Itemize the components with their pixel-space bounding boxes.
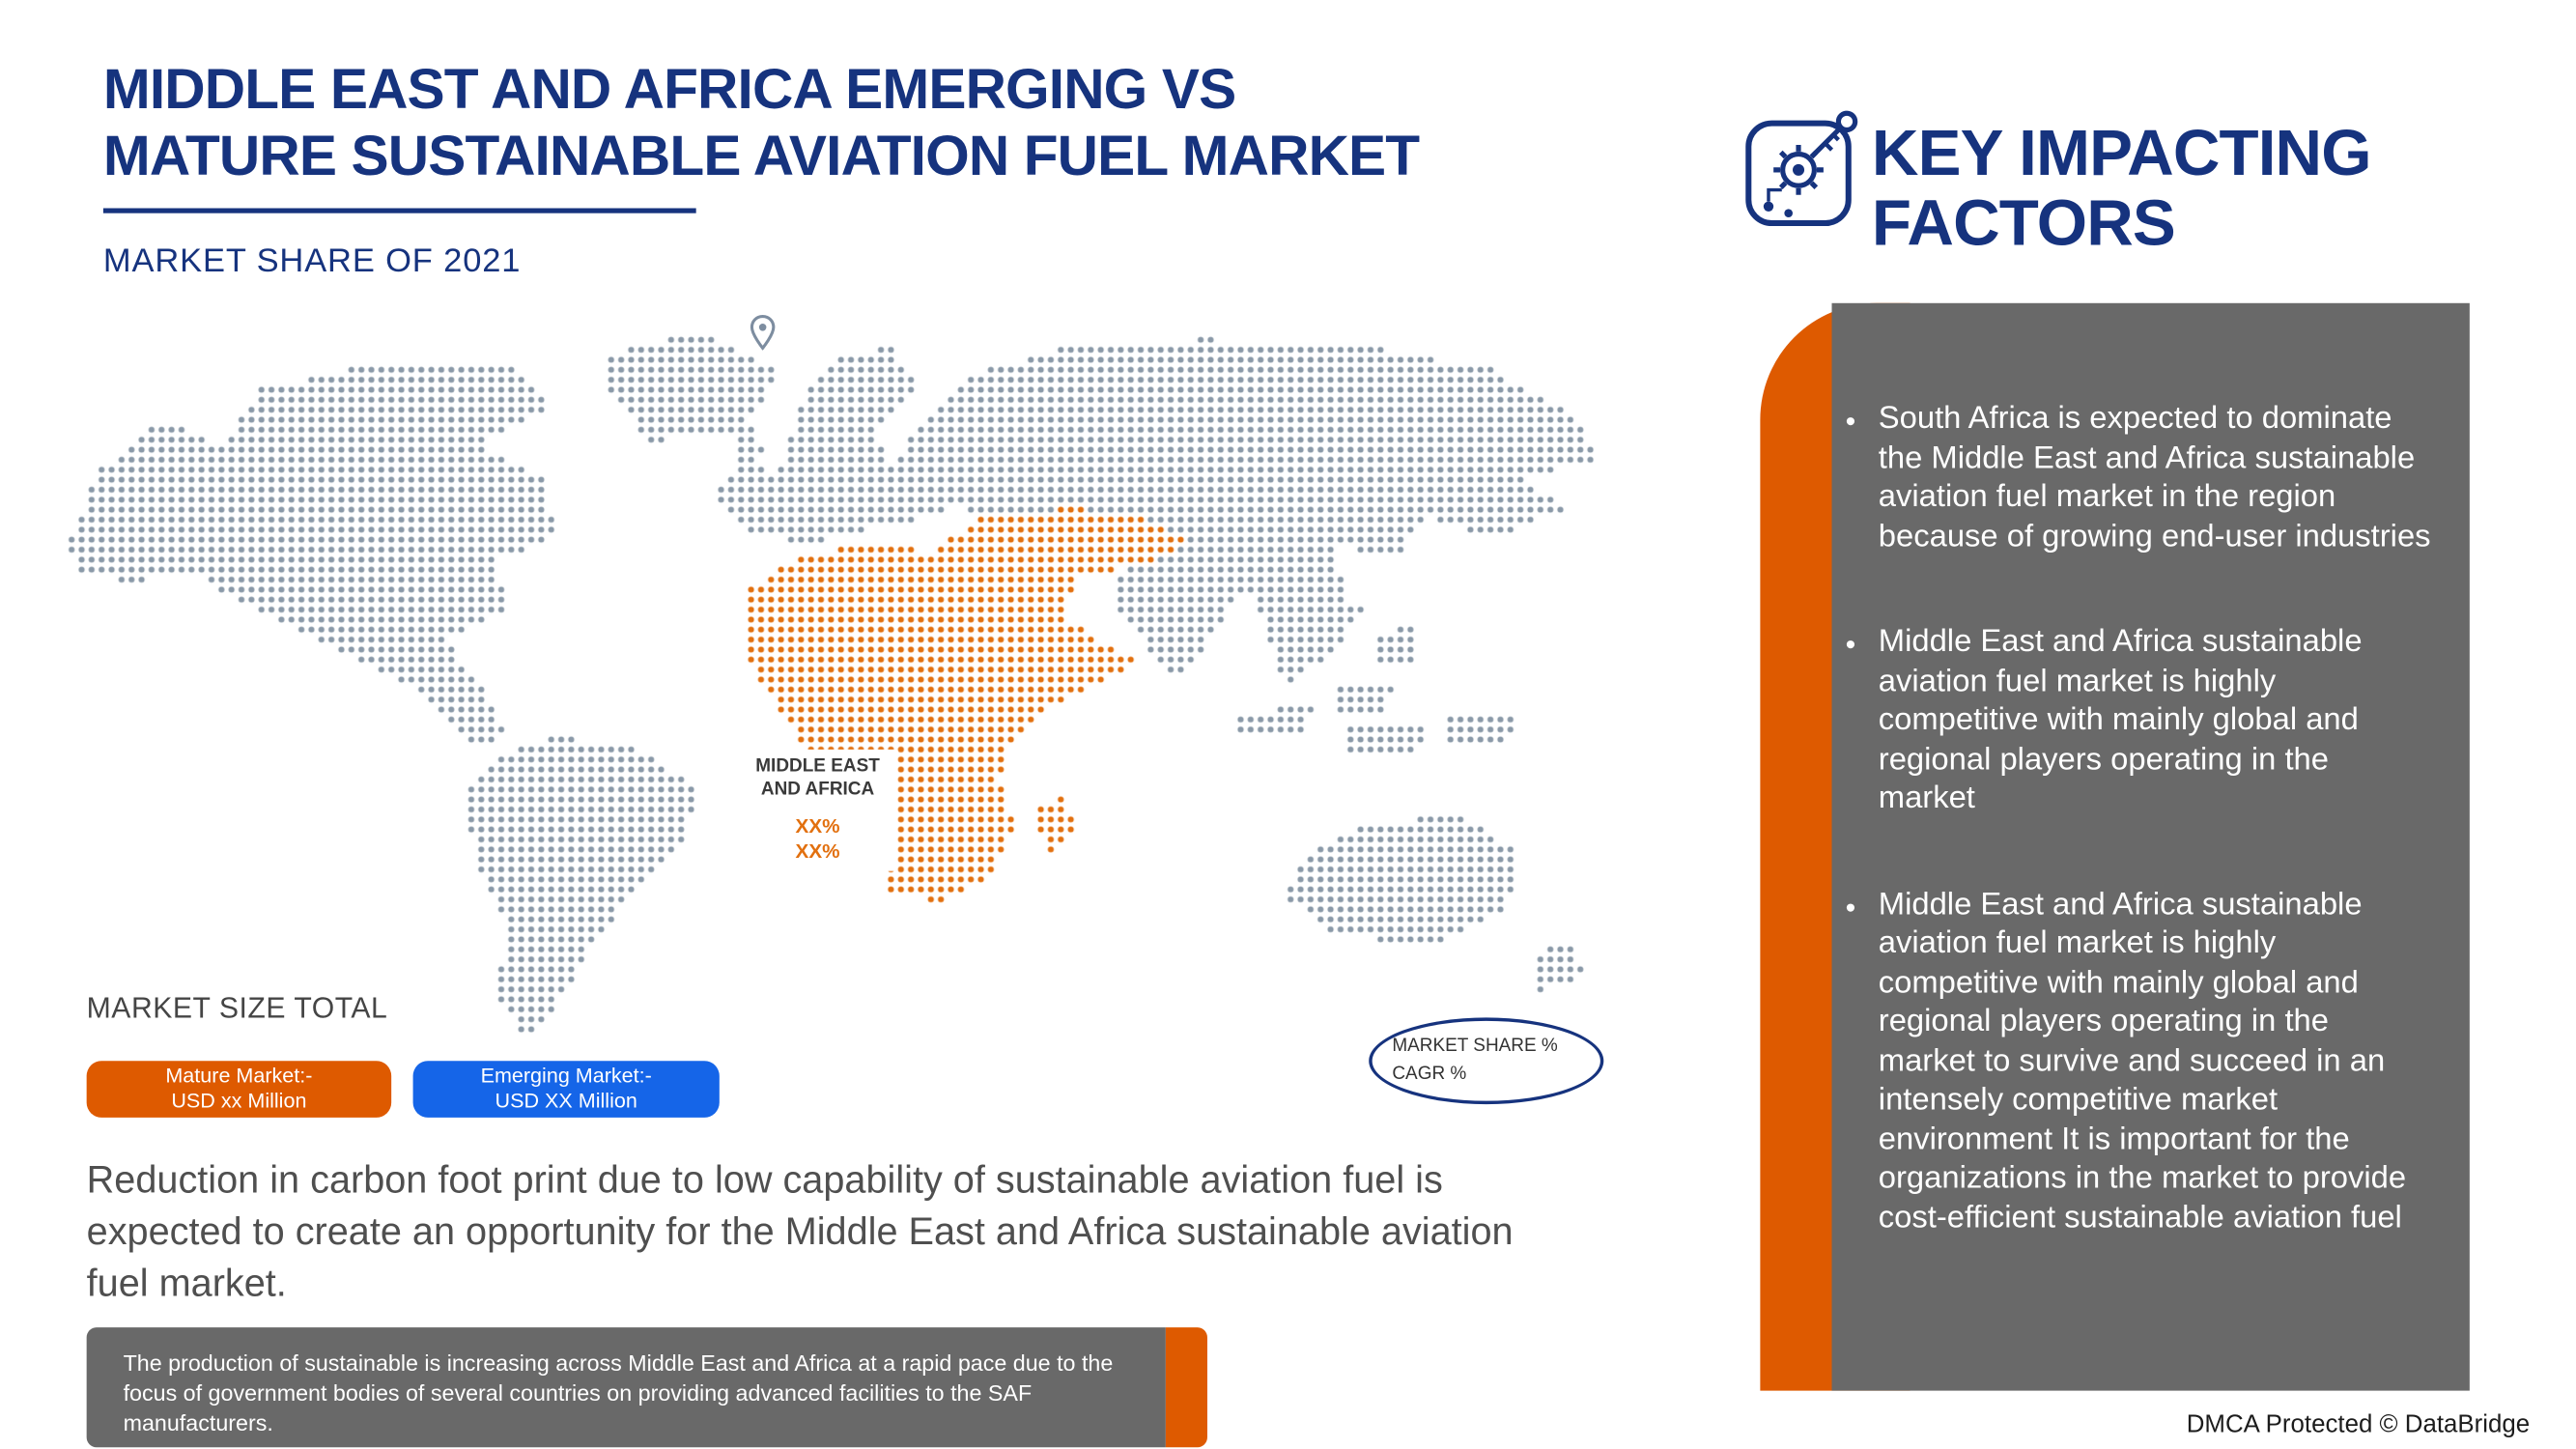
key-factors-heading-line2: FACTORS bbox=[1871, 187, 2176, 260]
emerging-market-button[interactable]: Emerging Market:- USD XX Million bbox=[412, 1061, 720, 1118]
market-share-badge: MARKET SHARE % CAGR % bbox=[1369, 1017, 1604, 1105]
page-subtitle: MARKET SHARE OF 2021 bbox=[102, 242, 522, 280]
production-note-accent bbox=[1165, 1327, 1207, 1448]
world-map: MIDDLE EAST AND AFRICA XX% XX% bbox=[66, 315, 1649, 1058]
market-size-heading: MARKET SIZE TOTAL bbox=[86, 990, 388, 1025]
production-note-text: The production of sustainable is increas… bbox=[86, 1327, 1166, 1448]
region-name: MIDDLE EAST AND AFRICA bbox=[741, 754, 894, 809]
production-note-box: The production of sustainable is increas… bbox=[86, 1327, 1207, 1448]
region-name-line2: AND AFRICA bbox=[760, 779, 875, 800]
page-title: MIDDLE EAST AND AFRICA EMERGING VS MATUR… bbox=[102, 57, 1420, 190]
location-pin-icon bbox=[750, 315, 777, 360]
key-factor-item: Middle East and Africa sustainable aviat… bbox=[1845, 885, 2433, 1237]
key-factor-item: Middle East and Africa sustainable aviat… bbox=[1845, 623, 2433, 819]
emerging-market-value: USD XX Million bbox=[495, 1089, 637, 1113]
region-label: MIDDLE EAST AND AFRICA XX% XX% bbox=[737, 749, 898, 871]
region-values: XX% XX% bbox=[741, 814, 894, 865]
region-name-line1: MIDDLE EAST bbox=[755, 755, 880, 777]
page-title-line2: MATURE SUSTAINABLE AVIATION FUEL MARKET bbox=[102, 125, 1420, 188]
mature-market-button[interactable]: Mature Market:- USD xx Million bbox=[86, 1061, 392, 1118]
key-factors-list: South Africa is expected to dominate the… bbox=[1845, 400, 2433, 1237]
market-share-badge-line1: MARKET SHARE % bbox=[1392, 1036, 1558, 1057]
opportunity-text: Reduction in carbon foot print due to lo… bbox=[86, 1157, 1514, 1304]
mature-market-value: USD xx Million bbox=[171, 1089, 307, 1113]
key-factors-heading: KEY IMPACTING FACTORS bbox=[1871, 118, 2372, 260]
dmca-watermark: DMCA Protected © DataBridge bbox=[2186, 1410, 2531, 1439]
page-title-line1: MIDDLE EAST AND AFRICA EMERGING VS bbox=[102, 58, 1236, 122]
title-underline bbox=[102, 208, 696, 213]
key-factors-icon bbox=[1741, 103, 1865, 251]
key-factor-item: South Africa is expected to dominate the… bbox=[1845, 400, 2433, 556]
region-market-share: XX% bbox=[795, 814, 840, 838]
key-factors-panel: South Africa is expected to dominate the… bbox=[1831, 302, 2470, 1391]
key-factors-heading-line1: KEY IMPACTING bbox=[1871, 118, 2372, 190]
mature-market-label: Mature Market:- bbox=[165, 1064, 313, 1088]
market-share-badge-line2: CAGR % bbox=[1392, 1064, 1467, 1085]
emerging-market-label: Emerging Market:- bbox=[480, 1064, 652, 1088]
world-dot-map bbox=[66, 325, 1649, 1058]
region-cagr: XX% bbox=[795, 838, 840, 864]
